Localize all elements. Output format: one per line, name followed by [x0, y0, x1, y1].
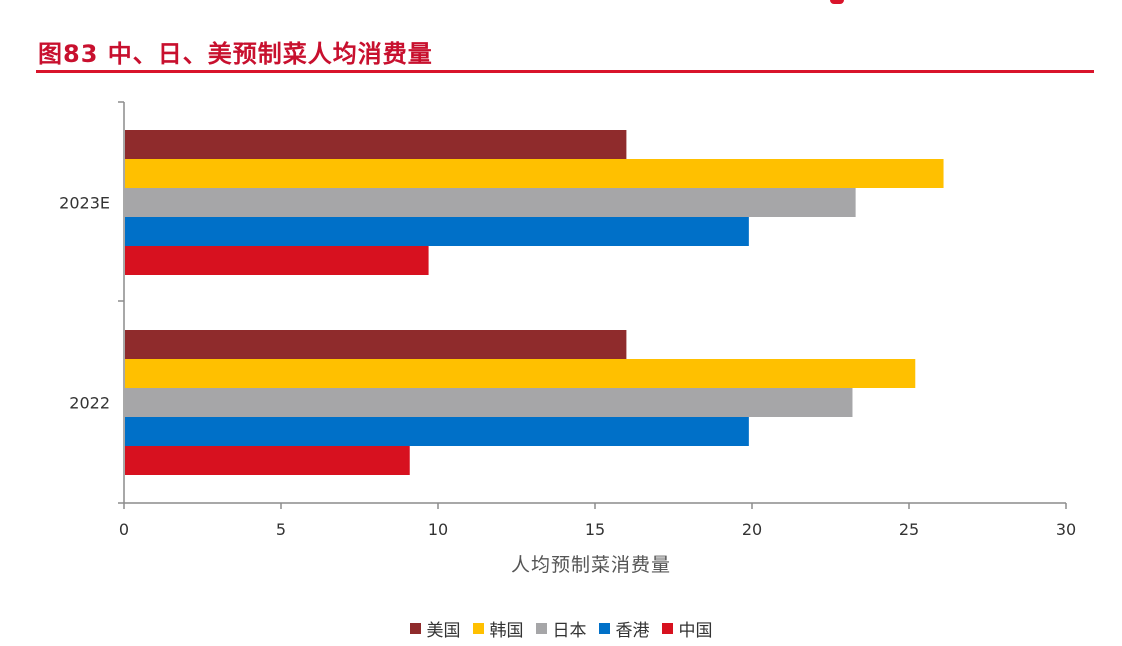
bar-中国-2022	[125, 446, 410, 475]
legend-label: 香港	[615, 621, 650, 641]
x-axis-label: 人均预制菜消费量	[511, 554, 671, 576]
bar-香港-2022	[125, 417, 749, 446]
chart-legend: 美国 韩国 日本 香港 中国	[0, 616, 1122, 641]
x-tick-label: 20	[742, 520, 762, 539]
bar-日本-2023E	[125, 188, 856, 217]
x-tick-label: 0	[119, 520, 129, 539]
legend-label: 韩国	[489, 621, 524, 641]
legend-item: 中国	[661, 616, 713, 641]
chart-title: 图83 中、日、美预制菜人均消费量	[38, 40, 433, 68]
legend-swatch	[472, 623, 484, 634]
bar-chart: 0 5 10 15 20 25 30 2023E 2022 人均预制菜消费量	[59, 101, 1076, 576]
legend-label: 美国	[426, 621, 461, 641]
bar-美国-2022	[125, 330, 627, 359]
bar-美国-2023E	[125, 130, 627, 159]
bar-香港-2023E	[125, 217, 749, 246]
legend-item: 美国	[409, 616, 461, 641]
bar-韩国-2022	[125, 359, 916, 388]
bar-韩国-2023E	[125, 159, 944, 188]
x-tick-label: 25	[899, 520, 919, 539]
legend-label: 中国	[678, 621, 713, 641]
title-divider	[36, 70, 1094, 73]
y-category-label: 2023E	[59, 194, 110, 213]
x-tick-label: 10	[428, 520, 448, 539]
legend-swatch	[661, 623, 673, 634]
corner-decoration	[830, 0, 844, 4]
legend-swatch	[409, 623, 421, 634]
legend-item: 香港	[598, 616, 650, 641]
bar-中国-2023E	[125, 246, 429, 275]
x-tick-label: 15	[585, 520, 605, 539]
legend-label: 日本	[552, 621, 587, 641]
x-tick-label: 30	[1056, 520, 1076, 539]
bar-日本-2022	[125, 388, 853, 417]
y-category-label: 2022	[69, 394, 110, 413]
x-tick-label: 5	[276, 520, 286, 539]
legend-item: 日本	[535, 616, 587, 641]
legend-item: 韩国	[472, 616, 524, 641]
legend-swatch	[535, 623, 547, 634]
legend-swatch	[598, 623, 610, 634]
